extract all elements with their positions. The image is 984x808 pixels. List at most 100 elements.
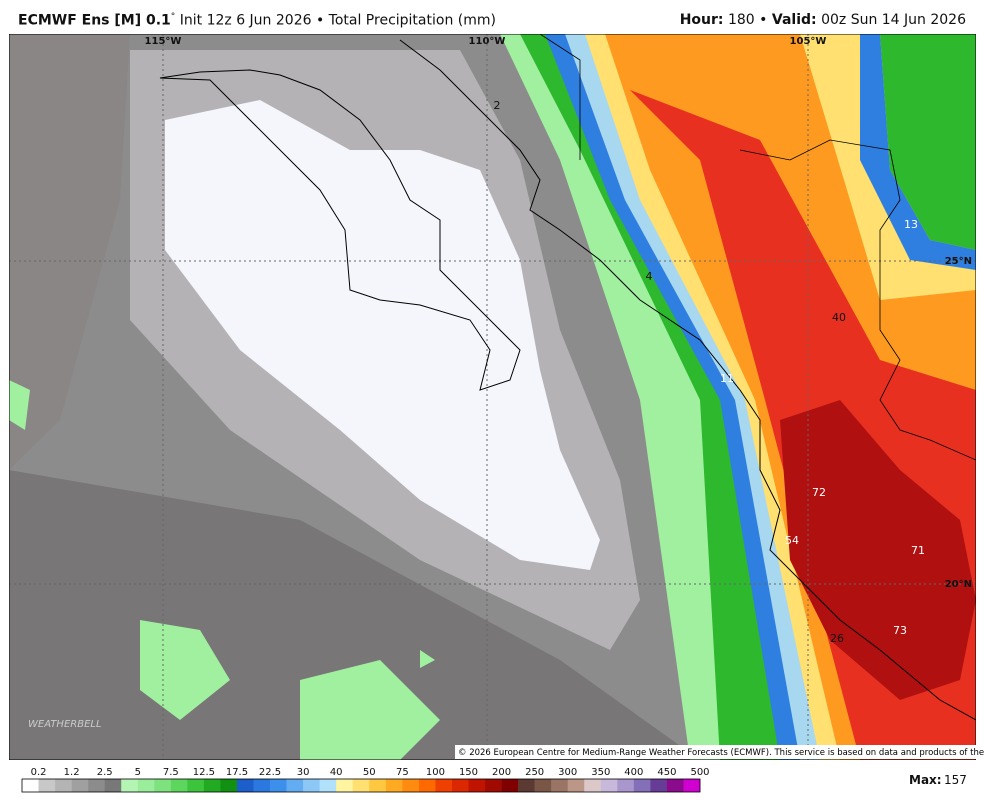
legend-swatch [154,779,172,792]
legend-swatch [38,779,56,792]
legend-label: 7.5 [163,767,179,778]
precip-value-label: 73 [893,624,907,637]
precip-value-label: 26 [830,632,844,645]
legend-swatch [121,779,139,792]
hour-label: Hour: [679,12,724,28]
legend-swatch [666,779,684,792]
legend-label: 250 [525,767,544,778]
precip-value-label: 54 [785,534,799,547]
legend-swatch [236,779,254,792]
legend-swatch [71,779,89,792]
precip-value-label: 72 [812,486,826,499]
legend-label: 40 [330,767,343,778]
legend-swatch [534,779,552,792]
legend-swatch [518,779,535,792]
legend-swatch [187,779,205,792]
copyright-box [455,745,976,759]
legend-label: 17.5 [226,767,248,778]
legend-label: 300 [558,767,577,778]
legend-label: 50 [363,767,376,778]
separator: • [759,12,768,28]
legend-frame [21,778,701,793]
legend-label: 5 [135,767,141,778]
legend-swatch [352,779,370,792]
legend-label: 450 [657,767,676,778]
precip-value-label: 11 [720,372,734,385]
legend-swatch [501,779,519,792]
legend-swatch [369,779,387,792]
legend-swatch [468,779,486,792]
valid-value: 00z Sun 14 Jun 2026 [821,12,966,28]
legend-swatch [319,779,337,792]
legend-label: 150 [459,767,478,778]
max-label: Max: [909,773,942,787]
precip-value-label: 2 [494,99,501,112]
longitude-label: 110°W [469,36,506,47]
precip-value-label: 71 [911,544,925,557]
legend-swatch [270,779,287,792]
legend-swatch [303,779,320,792]
ne-blue [860,34,976,270]
state-border [539,34,581,160]
legend-label: 400 [624,767,643,778]
legend-label: 200 [492,767,511,778]
logo: WEATHERBELL [28,719,102,730]
legend-swatch [104,779,122,792]
legend-swatch [385,779,403,792]
legend-swatch [485,779,502,792]
light-rain-patch [9,380,440,760]
legend-swatch [286,779,304,792]
legend-swatch [220,779,238,792]
gray-region [9,34,130,470]
legend-swatch [584,779,602,792]
legend-swatch [170,779,188,792]
legend-swatch [253,779,271,792]
longitude-label: 105°W [790,36,827,47]
legend-label: 0.2 [31,767,47,778]
legend-label: 30 [297,767,310,778]
baja-coastline [159,69,521,391]
latitude-label: 20°N [945,579,972,590]
legend-swatch [633,779,651,792]
legend-swatch [567,779,585,792]
latitude-label: 25°N [945,256,972,267]
legend-swatch [137,779,155,792]
precip-value-label: 40 [832,311,846,324]
legend-swatch [55,779,72,792]
legend-swatch [551,779,569,792]
title: ECMWF Ens [M] 0.1° Init 12z 6 Jun 2026 •… [18,12,496,29]
longitude-label: 115°W [145,36,182,47]
precip-value-label: 4 [646,270,653,283]
precip-field [9,34,976,760]
copyright: © 2026 European Centre for Medium-Range … [458,748,984,758]
hour-value: 180 [727,12,755,28]
legend-swatch [336,779,354,792]
band-dark-red [780,400,976,700]
legend-swatch [22,779,39,792]
legend-label: 1.2 [64,767,80,778]
title-text: Init 12z 6 Jun 2026 • Total Precipitatio… [179,12,496,29]
legend-swatch [617,779,635,792]
legend-swatch [435,779,453,792]
dry-region [165,100,600,570]
ne-green [880,34,976,250]
mainland-coastline [399,39,976,721]
legend-label: 350 [591,767,610,778]
legend-label: 100 [426,767,445,778]
legend-swatch [418,779,436,792]
legend-swatch [402,779,420,792]
legend-swatch [451,779,469,792]
precip-value-label: 13 [904,218,918,231]
legend-swatch [600,779,618,792]
legend-label: 2.5 [97,767,113,778]
legend-label: 500 [690,767,709,778]
valid-info: Hour: 180 • Valid: 00z Sun 14 Jun 2026 [680,12,966,28]
state-border [739,139,976,461]
title-model: ECMWF Ens [M] 0.1 [18,12,171,29]
legend-label: 12.5 [193,767,215,778]
legend-label: 75 [396,767,409,778]
legend-swatch [88,779,105,792]
legend-label: 22.5 [259,767,281,778]
